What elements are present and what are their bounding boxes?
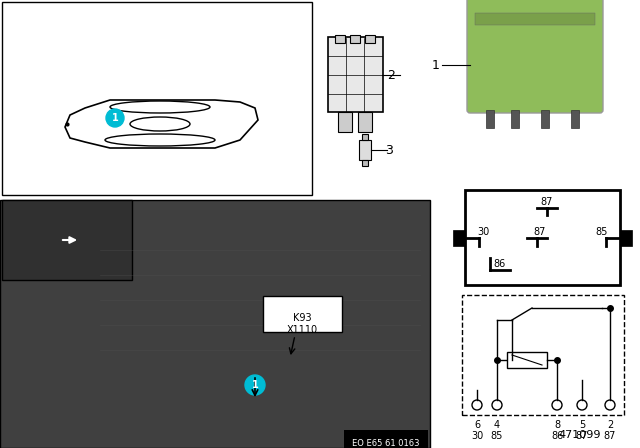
- Bar: [328, 37, 383, 112]
- Text: 1: 1: [252, 380, 259, 390]
- Text: K93: K93: [292, 313, 311, 323]
- Text: 87: 87: [534, 227, 546, 237]
- Text: 8: 8: [554, 420, 560, 430]
- Text: 30: 30: [477, 227, 489, 237]
- Bar: [541, 110, 549, 128]
- Text: 5: 5: [579, 420, 585, 430]
- Text: 2: 2: [387, 69, 395, 82]
- Bar: [358, 112, 372, 132]
- Text: X1110: X1110: [287, 325, 317, 335]
- Text: 471099: 471099: [559, 430, 601, 440]
- Text: 86: 86: [494, 259, 506, 269]
- Bar: [462, 295, 624, 415]
- Text: 30: 30: [471, 431, 483, 441]
- Bar: [362, 134, 368, 140]
- Text: 3: 3: [385, 143, 393, 156]
- Bar: [362, 160, 368, 166]
- Bar: [365, 35, 375, 43]
- FancyBboxPatch shape: [467, 0, 603, 113]
- Text: 2: 2: [607, 420, 613, 430]
- Bar: [2, 200, 132, 280]
- Bar: [335, 35, 345, 43]
- Bar: [571, 110, 579, 128]
- Text: EO E65 61 0163: EO E65 61 0163: [353, 439, 420, 448]
- Text: 86: 86: [551, 431, 563, 441]
- Text: 87: 87: [541, 197, 553, 207]
- Bar: [0, 200, 430, 448]
- Bar: [350, 35, 360, 43]
- Bar: [507, 352, 547, 368]
- Text: 85: 85: [596, 227, 608, 237]
- Bar: [453, 230, 465, 246]
- Text: 87: 87: [604, 431, 616, 441]
- Text: 4: 4: [494, 420, 500, 430]
- Bar: [465, 190, 620, 285]
- Bar: [620, 230, 632, 246]
- Circle shape: [245, 375, 265, 395]
- FancyBboxPatch shape: [263, 296, 342, 332]
- Text: 1: 1: [432, 59, 440, 72]
- Text: 6: 6: [474, 420, 480, 430]
- Bar: [511, 110, 519, 128]
- Bar: [486, 110, 494, 128]
- Circle shape: [106, 109, 124, 127]
- Text: 87: 87: [576, 431, 588, 441]
- Bar: [359, 140, 371, 160]
- Text: 85: 85: [491, 431, 503, 441]
- Text: 1: 1: [111, 113, 118, 123]
- Bar: [2, 2, 312, 195]
- Bar: [338, 112, 352, 132]
- Bar: [475, 13, 595, 25]
